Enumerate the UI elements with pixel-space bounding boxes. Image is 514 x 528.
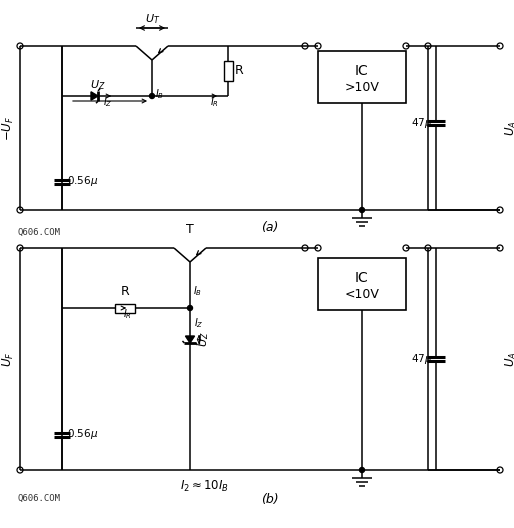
Text: $I_Z$: $I_Z$ [194,316,204,330]
Text: $I_R$: $I_R$ [122,307,132,321]
Text: $U_A$: $U_A$ [504,120,514,136]
Text: Q606.COM: Q606.COM [18,228,61,237]
Text: IC: IC [355,64,369,78]
Text: $U_A$: $U_A$ [504,351,514,367]
Text: $I_B$: $I_B$ [155,87,164,101]
Polygon shape [91,92,98,100]
Bar [318,51,406,103]
Circle shape [188,306,193,310]
Bar [115,304,135,313]
Text: (a): (a) [261,222,279,234]
Bar [318,258,406,310]
Text: $0.56\mu$: $0.56\mu$ [67,427,98,441]
Text: T: T [186,223,194,236]
Circle shape [359,208,364,212]
Text: $U_Z$: $U_Z$ [197,332,211,347]
Text: $I_B$: $I_B$ [193,284,202,298]
Text: $U_Z$: $U_Z$ [90,78,106,92]
Text: Q606.COM: Q606.COM [18,494,61,503]
Text: R: R [121,285,130,298]
Circle shape [150,93,155,99]
Text: $I_2\approx10I_B$: $I_2\approx10I_B$ [180,478,230,494]
Text: $-U_F$: $-U_F$ [1,115,16,140]
Text: $47\mu$: $47\mu$ [411,352,432,366]
Text: (b): (b) [261,494,279,506]
Text: $I_R$: $I_R$ [210,95,218,109]
Text: R: R [235,64,244,78]
Circle shape [359,467,364,473]
Text: $U_T$: $U_T$ [145,12,161,26]
Text: $U_F$: $U_F$ [1,351,16,367]
Text: $0.56\mu$: $0.56\mu$ [67,174,98,188]
Text: >10V: >10V [344,81,379,94]
Polygon shape [186,336,195,343]
Bar [224,61,232,81]
Text: <10V: <10V [344,288,379,301]
Text: $I_Z$: $I_Z$ [103,95,113,109]
Text: IC: IC [355,271,369,285]
Text: $47\mu$: $47\mu$ [411,116,432,130]
